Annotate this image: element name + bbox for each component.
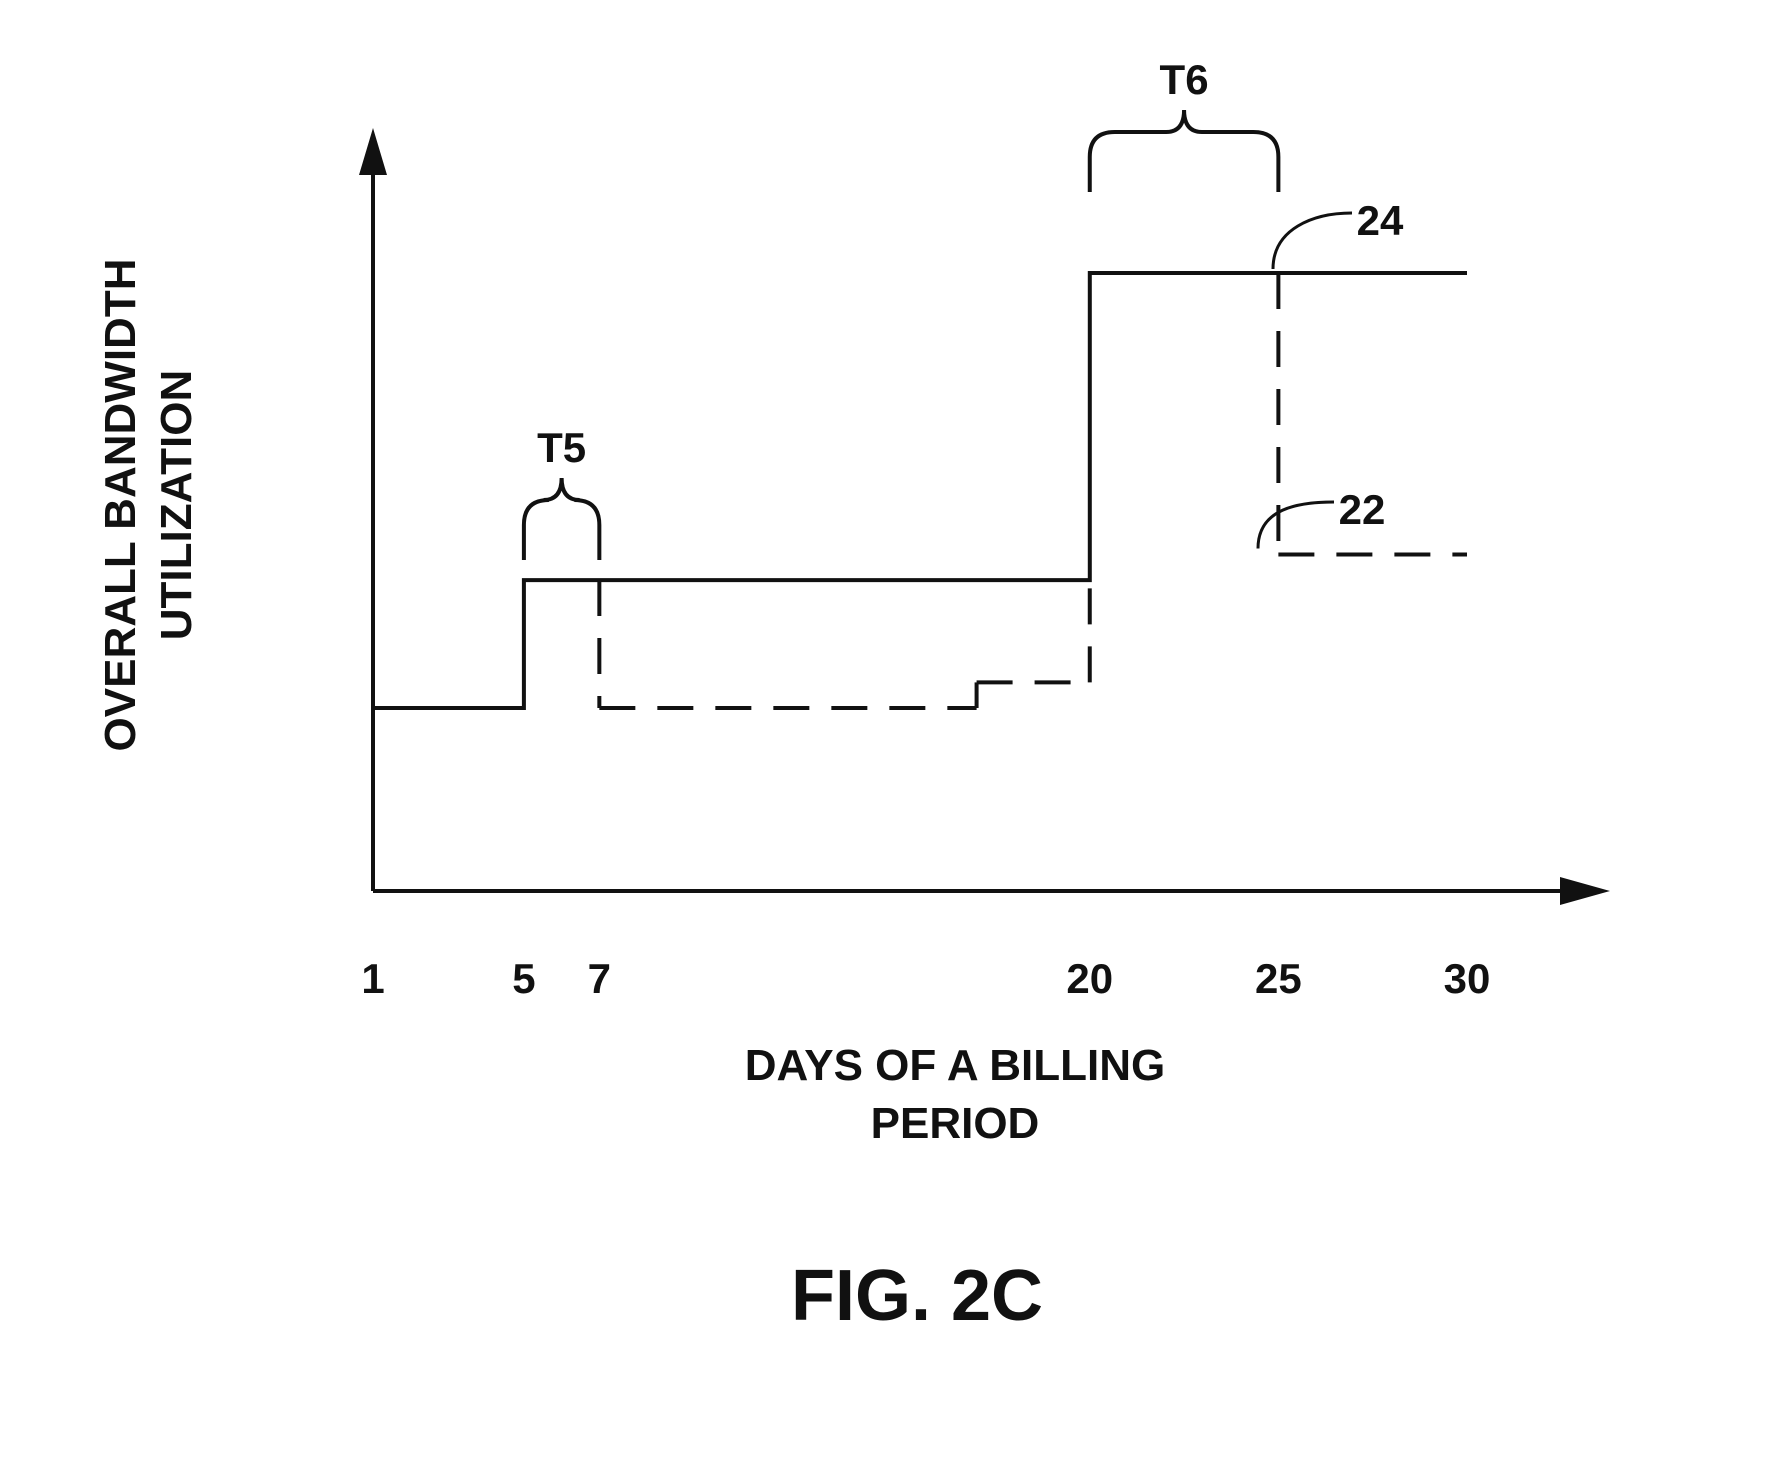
x-axis-label-line-2: PERIOD xyxy=(871,1099,1040,1148)
x-tick-labels: 1 5 7 20 25 30 xyxy=(361,955,1490,1002)
series-leader-24 xyxy=(1273,213,1352,269)
annotation-label-T6: T6 xyxy=(1160,56,1209,103)
annotation-label-T5: T5 xyxy=(537,424,586,471)
x-tick-label-30: 30 xyxy=(1444,955,1491,1002)
x-axis-label-line-1: DAYS OF A BILLING xyxy=(745,1041,1165,1090)
x-tick-label-7: 7 xyxy=(588,955,611,1002)
x-axis-arrowhead xyxy=(1560,877,1610,905)
brace-T5 xyxy=(524,478,599,560)
series-line-24 xyxy=(373,273,1467,708)
x-tick-label-25: 25 xyxy=(1255,955,1302,1002)
y-axis-label-line-2: UTILIZATION xyxy=(152,370,201,640)
x-tick-label-5: 5 xyxy=(512,955,535,1002)
y-axis-label-line-1: OVERALL BANDWIDTH xyxy=(96,259,145,752)
series-label-22: 22 xyxy=(1339,486,1386,533)
x-tick-label-1: 1 xyxy=(361,955,384,1002)
y-axis-arrowhead xyxy=(359,128,387,175)
series-leader-22 xyxy=(1258,502,1334,548)
x-tick-label-20: 20 xyxy=(1066,955,1113,1002)
figure-caption: FIG. 2C xyxy=(791,1256,1043,1336)
brace-T6 xyxy=(1090,110,1279,192)
annotation-layer: T5 T6 xyxy=(524,56,1278,560)
series-label-24: 24 xyxy=(1357,197,1404,244)
axes xyxy=(359,128,1610,905)
